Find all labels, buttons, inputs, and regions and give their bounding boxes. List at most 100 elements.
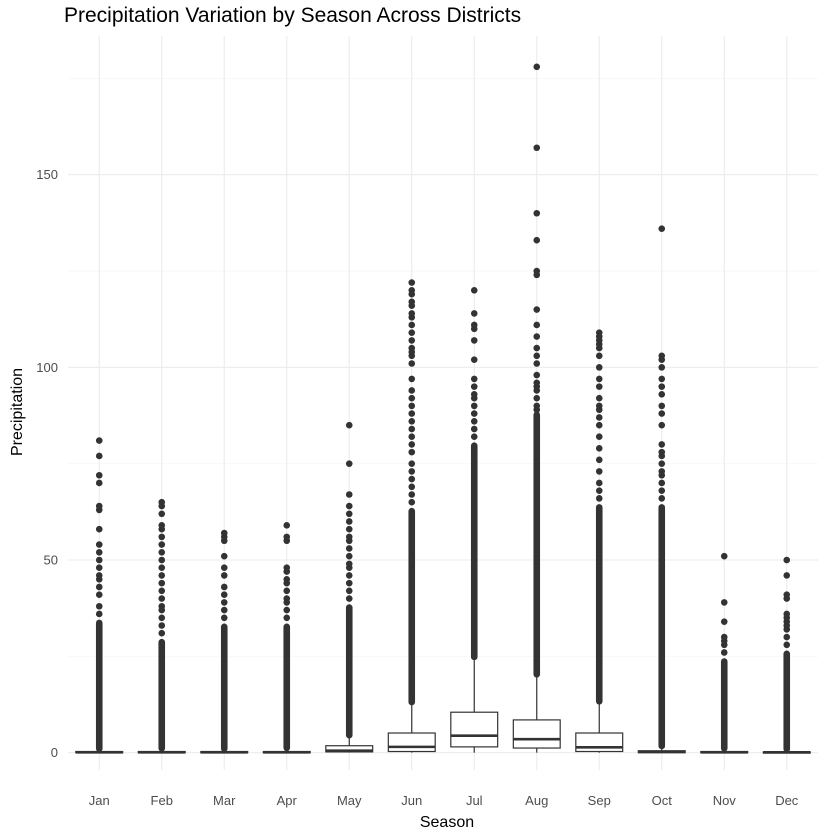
- outlier-point: [408, 498, 416, 506]
- outlier-point: [595, 383, 603, 390]
- outlier-point: [658, 479, 666, 487]
- outlier-point: [283, 595, 291, 602]
- outlier-point: [658, 383, 666, 390]
- outlier-point: [470, 433, 478, 441]
- outlier-point: [158, 587, 166, 595]
- outlier-dense-run: [595, 504, 603, 705]
- outlier-point: [658, 421, 666, 429]
- outlier-point: [408, 418, 416, 425]
- outlier-point: [595, 468, 603, 475]
- outlier-point: [158, 579, 166, 587]
- outlier-point: [158, 533, 166, 541]
- outlier-point: [283, 575, 291, 583]
- outlier-point: [783, 591, 791, 598]
- x-tick-label: Dec: [775, 793, 799, 808]
- outlier-point: [345, 533, 353, 541]
- outlier-point: [533, 209, 541, 217]
- outlier-point: [408, 298, 416, 306]
- outlier-point: [345, 460, 353, 467]
- outlier-point: [283, 606, 291, 614]
- outlier-point: [408, 286, 416, 294]
- outlier-point: [95, 437, 103, 444]
- outlier-point: [658, 375, 666, 383]
- outlier-point: [95, 591, 103, 598]
- x-tick-label: Nov: [713, 793, 737, 808]
- outlier-point: [408, 410, 416, 417]
- outlier-point: [658, 468, 666, 475]
- outlier-point: [595, 444, 603, 452]
- outlier-point: [470, 310, 478, 317]
- box-oct: [637, 225, 686, 754]
- outlier-point: [408, 337, 416, 344]
- outlier-point: [345, 545, 353, 552]
- x-tick-label: Apr: [277, 793, 298, 808]
- outlier-point: [158, 498, 166, 506]
- x-tick-label: Oct: [652, 793, 673, 808]
- outlier-point: [408, 321, 416, 329]
- box-nov: [700, 552, 749, 754]
- outlier-point: [783, 610, 791, 618]
- outlier-point: [345, 560, 353, 568]
- outlier-point: [95, 525, 103, 533]
- box-may: [325, 421, 374, 753]
- x-tick-label: Jul: [466, 793, 483, 808]
- x-tick-label: Aug: [525, 793, 548, 808]
- box-sep: [575, 329, 624, 753]
- outlier-point: [658, 410, 666, 417]
- outlier-point: [408, 460, 416, 467]
- outlier-point: [533, 63, 541, 71]
- outlier-point: [95, 471, 103, 479]
- outlier-point: [95, 556, 103, 564]
- outlier-point: [345, 525, 353, 533]
- x-tick-label: May: [337, 793, 362, 808]
- outlier-point: [408, 375, 416, 383]
- outlier-point: [783, 633, 791, 641]
- outlier-dense-run: [783, 650, 791, 753]
- outlier-point: [283, 587, 291, 595]
- outlier-point: [595, 414, 603, 421]
- outlier-dense-run: [720, 658, 728, 752]
- box-jun: [387, 279, 436, 753]
- outlier-dense-run: [533, 411, 541, 678]
- outlier-point: [95, 564, 103, 572]
- outlier-point: [408, 387, 416, 394]
- outlier-point: [408, 483, 416, 491]
- outlier-point: [533, 394, 541, 402]
- outlier-dense-run: [470, 442, 478, 661]
- outlier-point: [658, 495, 666, 502]
- outlier-point: [595, 495, 603, 502]
- outlier-point: [470, 337, 478, 344]
- outlier-point: [408, 394, 416, 402]
- outlier-point: [783, 572, 791, 579]
- outlier-point: [345, 552, 353, 560]
- x-tick-label: Jun: [401, 793, 422, 808]
- outlier-point: [158, 541, 166, 548]
- outlier-point: [283, 522, 291, 529]
- outlier-point: [595, 364, 603, 371]
- outlier-dense-run: [158, 638, 166, 752]
- outlier-point: [595, 375, 603, 383]
- x-tick-label: Mar: [213, 793, 236, 808]
- outlier-point: [283, 614, 291, 622]
- outlier-point: [595, 421, 603, 429]
- outlier-point: [95, 602, 103, 610]
- outlier-point: [158, 572, 166, 579]
- outlier-point: [345, 587, 353, 595]
- iqr-box: [387, 732, 436, 753]
- outlier-dense-run: [658, 504, 666, 750]
- outlier-point: [470, 391, 478, 398]
- outlier-point: [470, 356, 478, 363]
- outlier-point: [470, 383, 478, 390]
- outlier-point: [220, 614, 228, 622]
- box-jan: [75, 437, 124, 754]
- outlier-point: [408, 433, 416, 441]
- axis-layer: 0 50 100 150 Jan Feb Mar Apr May Jun Jul Aug Sep Oct N…: [36, 167, 799, 808]
- outlier-dense-run: [345, 604, 353, 739]
- outlier-point: [595, 456, 603, 464]
- outlier-point: [533, 306, 541, 313]
- outlier-point: [470, 402, 478, 410]
- box-jul: [450, 286, 499, 753]
- outlier-point: [158, 629, 166, 637]
- outlier-point: [470, 410, 478, 417]
- chart-title: Precipitation Variation by Season Across…: [64, 4, 522, 27]
